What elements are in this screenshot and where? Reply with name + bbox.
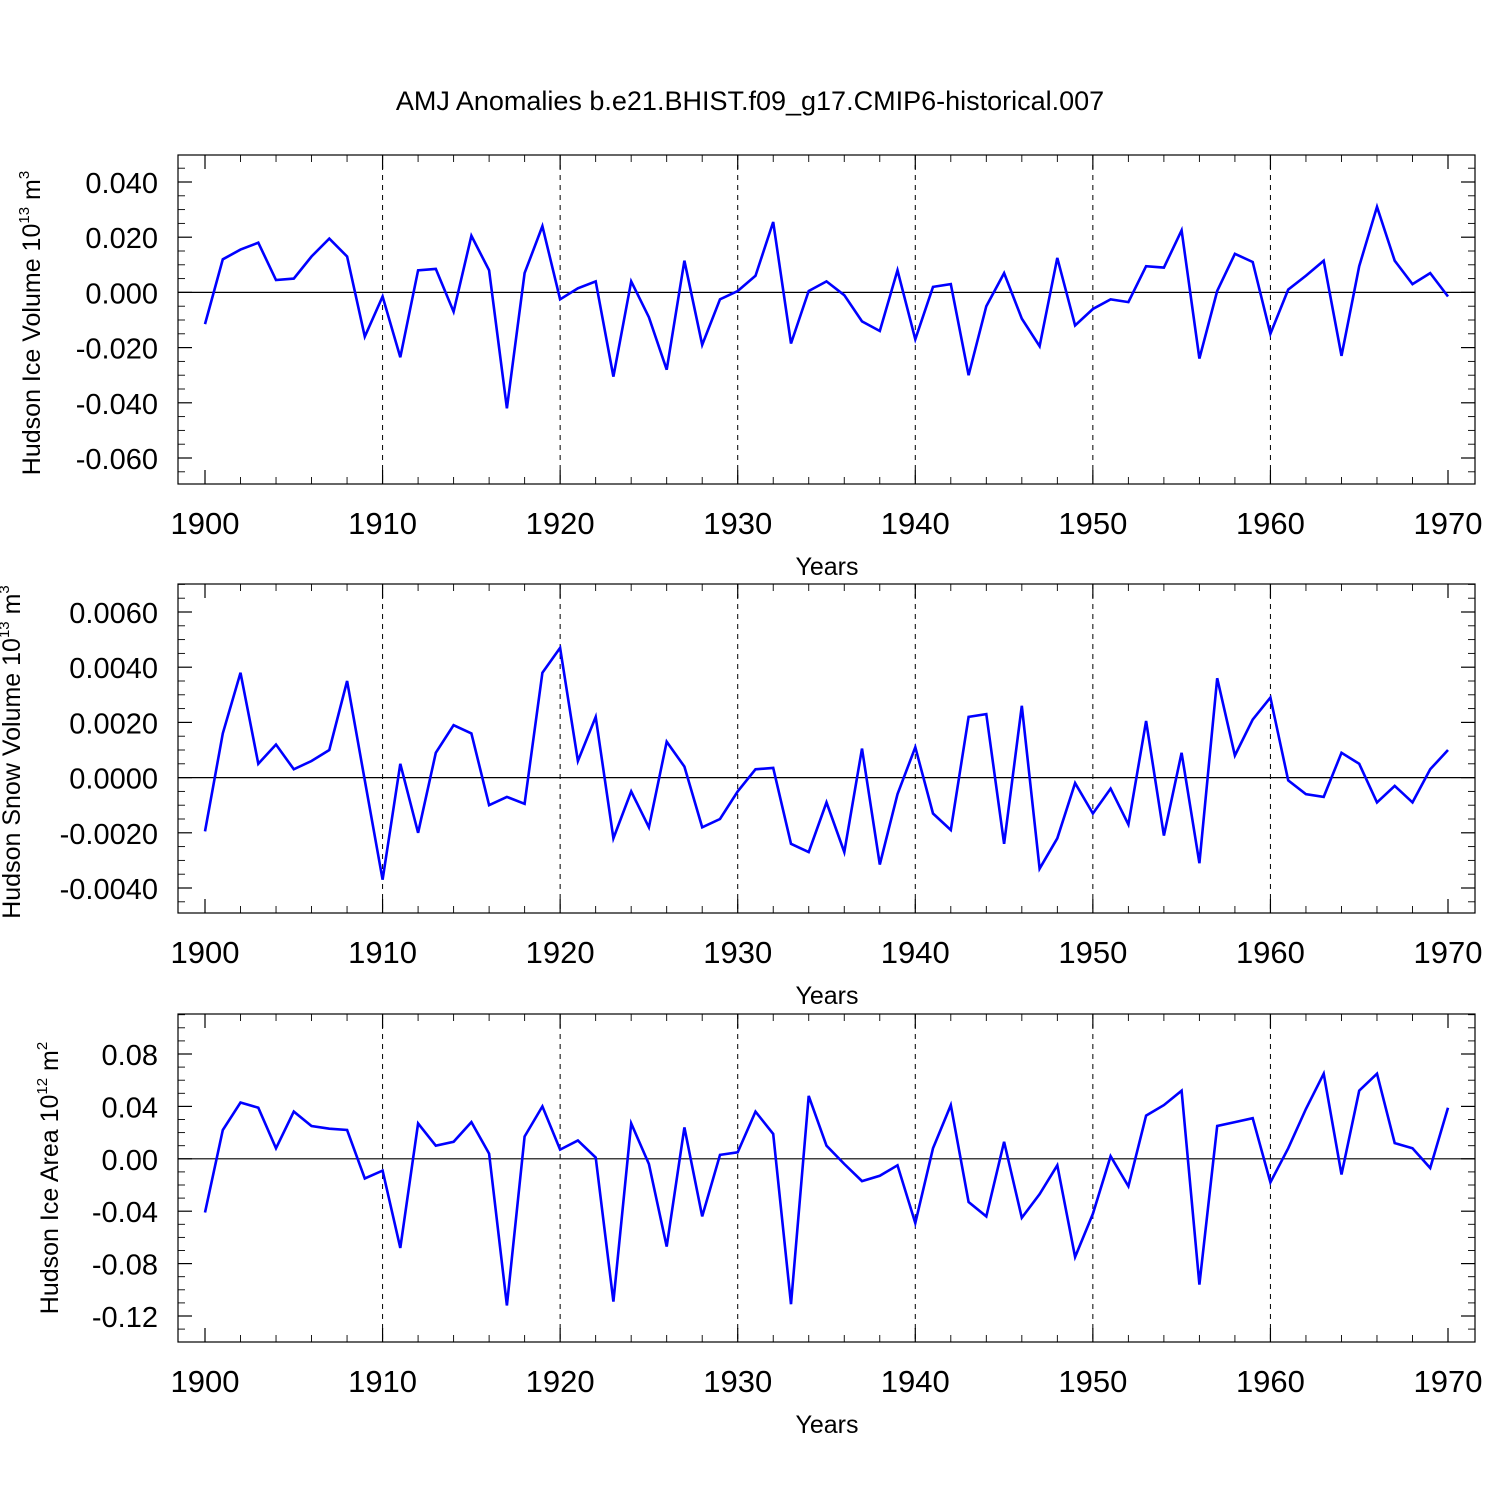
x-tick-label: 1970: [1414, 506, 1483, 541]
x-tick-label: 1970: [1414, 1364, 1483, 1399]
ylabel-exp: 12: [34, 1078, 51, 1095]
x-tick-label: 1930: [703, 506, 772, 541]
y-tick-label: 0.0000: [69, 764, 158, 796]
x-tick-label: 1960: [1236, 1364, 1305, 1399]
y-tick-label: -0.020: [76, 334, 158, 366]
panel-snow-volume-ticks: [178, 583, 1475, 913]
y-tick-label: 0.040: [85, 168, 158, 200]
panel-snow-volume: -0.0040 -0.0020 0.0000 0.0020 0.0040 0.0060 1…: [0, 583, 1483, 1010]
ylabel-unit: m: [0, 594, 26, 622]
x-tick-label: 1920: [526, 506, 595, 541]
panel-ice-area-xticklabels: 1900 1910 1920 1930 1940 1950 1960 1970: [171, 1364, 1483, 1399]
x-tick-label: 1930: [703, 935, 772, 970]
x-tick-label: 1910: [348, 1364, 417, 1399]
y-tick-label: -0.0040: [60, 874, 158, 906]
x-tick-label: 1920: [526, 1364, 595, 1399]
ylabel-main: Hudson Ice Volume 10: [18, 224, 46, 476]
panel-snow-volume-xticklabels: 1900 1910 1920 1930 1940 1950 1960 1970: [171, 935, 1483, 970]
x-tick-label: 1950: [1058, 506, 1127, 541]
ylabel-unit: m: [36, 1050, 64, 1078]
series-line: [203, 644, 1449, 880]
x-tick-label: 1970: [1414, 935, 1483, 970]
panel-ice-volume-ticks: [178, 155, 1475, 484]
panel-ice-area-series: [203, 1069, 1450, 1306]
ylabel-exp: 13: [0, 621, 13, 638]
x-tick-label: 1940: [881, 1364, 950, 1399]
ylabel-main: Hudson Snow Volume 10: [0, 638, 26, 919]
x-tick-label: 1960: [1236, 935, 1305, 970]
x-tick-label: 1940: [881, 506, 950, 541]
panel-ice-volume-yticklabels: -0.060 -0.040 -0.020 0.000 0.020 0.040: [76, 168, 158, 476]
series-line: [203, 202, 1450, 409]
x-tick-label: 1950: [1058, 935, 1127, 970]
x-tick-label: 1930: [703, 1364, 772, 1399]
figure-title: AMJ Anomalies b.e21.BHIST.f09_g17.CMIP6-…: [396, 86, 1104, 116]
panel-ice-area-ticks: [178, 1014, 1475, 1342]
y-tick-label: -0.12: [92, 1302, 158, 1334]
panel-ice-volume-xlabel: Years: [795, 553, 858, 581]
ylabel-main: Hudson Ice Area 10: [36, 1095, 64, 1315]
panel-ice-area-ylabel: Hudson Ice Area 1012 m2: [34, 1042, 64, 1314]
y-tick-label: -0.0020: [60, 819, 158, 851]
panel-ice-volume-ylabel: Hudson Ice Volume 1013 m3: [16, 171, 46, 475]
panel-ice-area-xlabel: Years: [795, 1411, 858, 1439]
panel-snow-volume-grid: [177, 583, 1476, 914]
y-tick-label: 0.000: [85, 278, 158, 310]
x-tick-label: 1910: [348, 506, 417, 541]
x-tick-label: 1960: [1236, 506, 1305, 541]
panel-snow-volume-yticklabels: -0.0040 -0.0020 0.0000 0.0020 0.0040 0.0060: [60, 598, 158, 906]
series-line: [203, 1069, 1450, 1306]
y-tick-label: 0.0040: [69, 653, 158, 685]
panel-snow-volume-xlabel: Years: [795, 982, 858, 1010]
ylabel-unit-exp: 2: [34, 1042, 51, 1050]
y-tick-label: 0.00: [102, 1145, 158, 1177]
x-tick-label: 1900: [171, 506, 240, 541]
y-tick-label: 0.04: [102, 1092, 158, 1124]
panel-ice-volume-series: [203, 202, 1450, 409]
y-tick-label: 0.08: [102, 1040, 158, 1072]
x-tick-label: 1900: [171, 935, 240, 970]
ylabel-unit-exp: 3: [16, 171, 33, 179]
y-tick-label: -0.040: [76, 389, 158, 421]
panel-ice-area-yticklabels: -0.12 -0.08 -0.04 0.00 0.04 0.08: [92, 1040, 158, 1334]
panel-ice-volume-grid: [177, 154, 1476, 485]
plot-frame: [177, 583, 1476, 914]
x-tick-label: 1920: [526, 935, 595, 970]
panel-ice-volume-xticklabels: 1900 1910 1920 1930 1940 1950 1960 1970: [171, 506, 1483, 541]
ylabel-unit: m: [18, 179, 46, 207]
y-tick-label: 0.0060: [69, 598, 158, 630]
y-tick-label: -0.060: [76, 444, 158, 476]
y-tick-label: 0.0020: [69, 708, 158, 740]
ylabel-exp: 13: [16, 207, 33, 224]
x-tick-label: 1910: [348, 935, 417, 970]
y-tick-label: 0.020: [85, 223, 158, 255]
x-tick-label: 1900: [171, 1364, 240, 1399]
y-tick-label: -0.08: [92, 1250, 158, 1282]
plot-frame: [177, 1013, 1476, 1343]
panel-snow-volume-series: [203, 644, 1449, 880]
x-tick-label: 1940: [881, 935, 950, 970]
panel-ice-area-grid: [177, 1013, 1476, 1343]
plot-frame: [177, 154, 1476, 485]
x-tick-label: 1950: [1058, 1364, 1127, 1399]
y-tick-label: -0.04: [92, 1197, 158, 1229]
ylabel-unit-exp: 3: [0, 585, 13, 593]
panel-ice-area: -0.12 -0.08 -0.04 0.00 0.04 0.08 1900 1910 1920…: [34, 1013, 1483, 1439]
panel-snow-volume-ylabel: Hudson Snow Volume 1013 m3: [0, 585, 26, 919]
